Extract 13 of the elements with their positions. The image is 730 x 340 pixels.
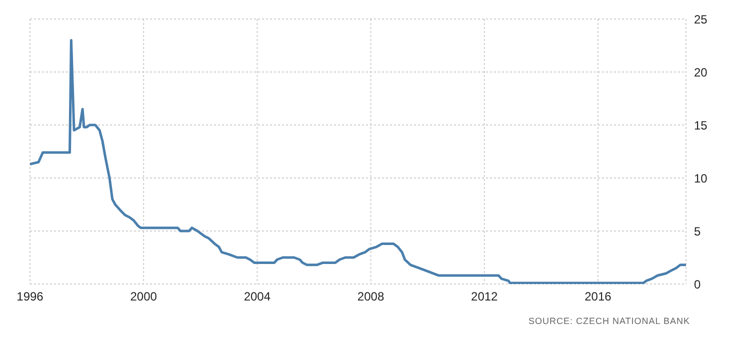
x-tick-label: 2012	[471, 290, 498, 304]
y-tick-label: 25	[694, 12, 708, 26]
y-tick-label: 20	[694, 65, 708, 80]
x-tick-label: 2000	[130, 290, 158, 304]
x-tick-label: 2008	[357, 290, 384, 304]
y-tick-label: 5	[694, 224, 701, 238]
y-tick-label: 0	[694, 277, 701, 292]
source-note: SOURCE: CZECH NATIONAL BANK	[527, 316, 690, 326]
x-tick-label: 1996	[16, 290, 44, 304]
y-tick-label: 10	[694, 171, 708, 186]
x-tick-label: 2016	[584, 290, 612, 304]
y-tick-label: 15	[694, 118, 708, 132]
x-tick-label: 2004	[244, 290, 271, 304]
